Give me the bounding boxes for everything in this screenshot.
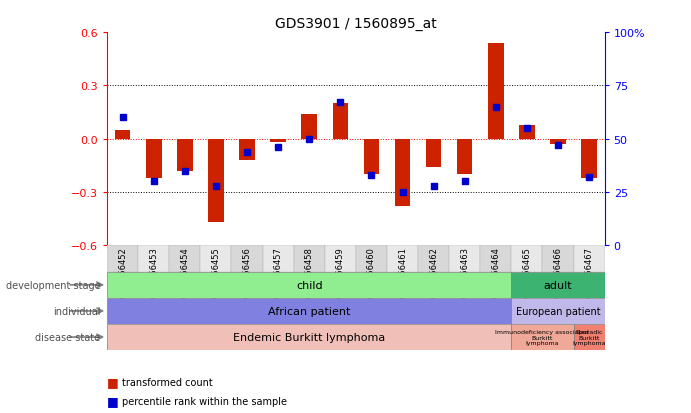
Bar [418, 246, 449, 272]
Bar [511, 298, 605, 324]
Bar [542, 246, 574, 272]
Text: Endemic Burkitt lymphoma: Endemic Burkitt lymphoma [233, 332, 386, 342]
Bar [511, 272, 605, 298]
Bar [480, 246, 511, 272]
Bar [574, 246, 605, 272]
Text: GSM656456: GSM656456 [243, 247, 252, 297]
Bar [511, 246, 542, 272]
Text: GSM656460: GSM656460 [367, 247, 376, 297]
Text: development stage: development stage [6, 280, 100, 290]
Bar [356, 246, 387, 272]
Text: African patient: African patient [268, 306, 350, 316]
Text: disease state: disease state [35, 332, 100, 342]
Bar [301, 114, 317, 140]
Bar [488, 44, 504, 140]
Text: adult: adult [544, 280, 572, 290]
Text: GSM656459: GSM656459 [336, 247, 345, 297]
Text: GSM656465: GSM656465 [522, 247, 531, 297]
Text: individual: individual [53, 306, 100, 316]
Bar [200, 246, 231, 272]
Bar [550, 140, 566, 145]
Bar [270, 140, 286, 143]
Bar [581, 140, 597, 178]
Text: percentile rank within the sample: percentile rank within the sample [122, 396, 287, 406]
Bar [107, 298, 511, 324]
Bar [169, 246, 200, 272]
Text: child: child [296, 280, 323, 290]
Bar [395, 140, 410, 207]
Bar [294, 246, 325, 272]
Bar [138, 246, 169, 272]
Text: GSM656467: GSM656467 [585, 247, 594, 297]
Text: GSM656466: GSM656466 [553, 247, 562, 297]
Text: European patient: European patient [515, 306, 600, 316]
Bar [457, 140, 473, 175]
Bar [332, 104, 348, 140]
Text: GSM656452: GSM656452 [118, 247, 127, 297]
Text: GSM656453: GSM656453 [149, 247, 158, 297]
Bar [208, 140, 224, 223]
Text: GSM656463: GSM656463 [460, 247, 469, 297]
Text: Immunodeficiency associated
Burkitt
lymphoma: Immunodeficiency associated Burkitt lymp… [495, 329, 589, 346]
Bar [115, 131, 131, 140]
Title: GDS3901 / 1560895_at: GDS3901 / 1560895_at [275, 17, 437, 31]
Text: GSM656464: GSM656464 [491, 247, 500, 297]
Text: GSM656461: GSM656461 [398, 247, 407, 297]
Text: GSM656455: GSM656455 [211, 247, 220, 297]
Bar [263, 246, 294, 272]
Bar [363, 140, 379, 175]
Text: GSM656457: GSM656457 [274, 247, 283, 297]
Bar [107, 324, 511, 350]
Text: ■: ■ [107, 375, 119, 389]
Bar [449, 246, 480, 272]
Text: ■: ■ [107, 394, 119, 407]
Bar [107, 272, 511, 298]
Bar [574, 324, 605, 350]
Text: GSM656454: GSM656454 [180, 247, 189, 297]
Text: transformed count: transformed count [122, 377, 213, 387]
Text: GSM656462: GSM656462 [429, 247, 438, 297]
Text: Sporadic
Burkitt
lymphoma: Sporadic Burkitt lymphoma [572, 329, 606, 346]
Text: GSM656458: GSM656458 [305, 247, 314, 297]
Bar [325, 246, 356, 272]
Bar [146, 140, 162, 178]
Bar [426, 140, 442, 168]
Bar [239, 140, 255, 161]
Bar [511, 324, 574, 350]
Bar [231, 246, 263, 272]
Bar [387, 246, 418, 272]
Bar [519, 125, 535, 140]
Bar [177, 140, 193, 171]
Bar [107, 246, 138, 272]
